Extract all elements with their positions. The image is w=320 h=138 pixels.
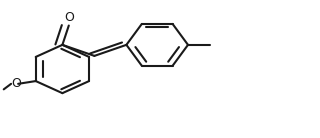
Text: O: O: [64, 11, 74, 24]
Text: O: O: [12, 77, 21, 90]
